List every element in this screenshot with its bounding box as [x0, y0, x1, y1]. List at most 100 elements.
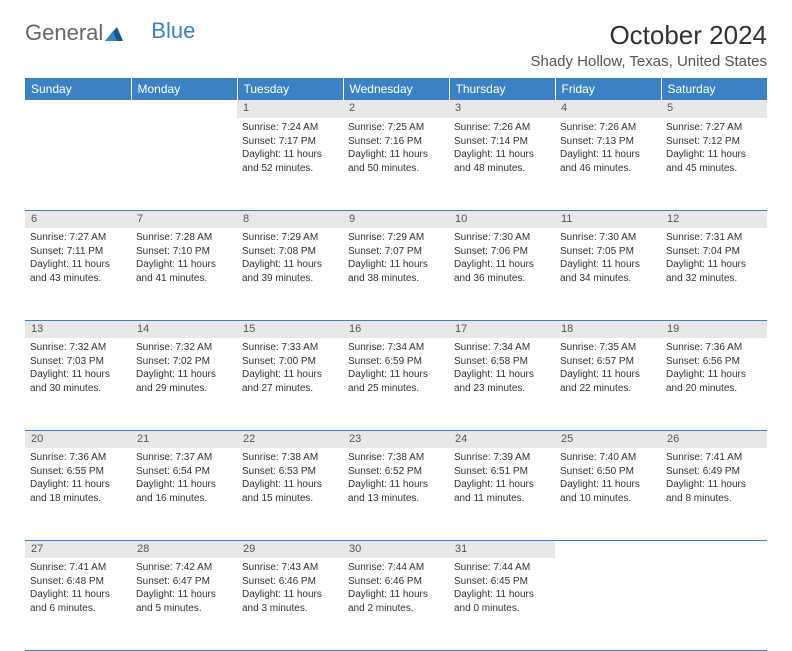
- day-sunrise: Sunrise: 7:25 AM: [348, 121, 444, 135]
- location: Shady Hollow, Texas, United States: [530, 53, 767, 70]
- day-cell: Sunrise: 7:38 AMSunset: 6:52 PMDaylight:…: [343, 448, 449, 540]
- daynum-row: 6789101112: [25, 210, 767, 228]
- day-sunset: Sunset: 7:10 PM: [136, 245, 232, 259]
- day-sunrise: Sunrise: 7:44 AM: [348, 561, 444, 575]
- day-daylight2: and 20 minutes.: [666, 382, 762, 396]
- day-sunrise: Sunrise: 7:30 AM: [560, 231, 656, 245]
- day-sunset: Sunset: 6:57 PM: [560, 355, 656, 369]
- daynum-row: 20212223242526: [25, 430, 767, 448]
- day-number: 28: [131, 540, 237, 558]
- day-cell: Sunrise: 7:41 AMSunset: 6:48 PMDaylight:…: [25, 558, 131, 650]
- day-sunrise: Sunrise: 7:39 AM: [454, 451, 550, 465]
- day-sunset: Sunset: 6:46 PM: [348, 575, 444, 589]
- day-number: 23: [343, 430, 449, 448]
- day-sunset: Sunset: 7:06 PM: [454, 245, 550, 259]
- day-daylight2: and 29 minutes.: [136, 382, 232, 396]
- day-cell: Sunrise: 7:34 AMSunset: 6:58 PMDaylight:…: [449, 338, 555, 430]
- day-daylight1: Daylight: 11 hours: [348, 258, 444, 272]
- logo-word1: General: [25, 20, 103, 46]
- day-cell: Sunrise: 7:30 AMSunset: 7:05 PMDaylight:…: [555, 228, 661, 320]
- day-cell: Sunrise: 7:35 AMSunset: 6:57 PMDaylight:…: [555, 338, 661, 430]
- day-number: 27: [25, 540, 131, 558]
- day-sunset: Sunset: 7:00 PM: [242, 355, 338, 369]
- day-sunrise: Sunrise: 7:29 AM: [242, 231, 338, 245]
- day-sunset: Sunset: 6:54 PM: [136, 465, 232, 479]
- day-cell: Sunrise: 7:38 AMSunset: 6:53 PMDaylight:…: [237, 448, 343, 540]
- day-cell: Sunrise: 7:37 AMSunset: 6:54 PMDaylight:…: [131, 448, 237, 540]
- day-daylight2: and 11 minutes.: [454, 492, 550, 506]
- day-sunrise: Sunrise: 7:41 AM: [666, 451, 762, 465]
- day-sunrise: Sunrise: 7:37 AM: [136, 451, 232, 465]
- day-daylight1: Daylight: 11 hours: [348, 368, 444, 382]
- logo-shape-icon: [105, 21, 123, 35]
- day-daylight2: and 25 minutes.: [348, 382, 444, 396]
- day-sunrise: Sunrise: 7:43 AM: [242, 561, 338, 575]
- day-daylight1: Daylight: 11 hours: [136, 258, 232, 272]
- day-sunset: Sunset: 6:52 PM: [348, 465, 444, 479]
- day-sunset: Sunset: 6:55 PM: [30, 465, 126, 479]
- day-sunrise: Sunrise: 7:26 AM: [560, 121, 656, 135]
- day-daylight2: and 30 minutes.: [30, 382, 126, 396]
- day-sunset: Sunset: 7:17 PM: [242, 135, 338, 149]
- day-number: 15: [237, 320, 343, 338]
- day-sunrise: Sunrise: 7:27 AM: [30, 231, 126, 245]
- day-header: Wednesday: [343, 78, 449, 100]
- day-sunrise: Sunrise: 7:32 AM: [136, 341, 232, 355]
- day-number: 18: [555, 320, 661, 338]
- day-daylight1: Daylight: 11 hours: [454, 148, 550, 162]
- day-daylight2: and 38 minutes.: [348, 272, 444, 286]
- content-row: Sunrise: 7:36 AMSunset: 6:55 PMDaylight:…: [25, 448, 767, 540]
- day-number: [661, 540, 767, 558]
- day-sunset: Sunset: 7:12 PM: [666, 135, 762, 149]
- day-sunset: Sunset: 6:59 PM: [348, 355, 444, 369]
- day-daylight1: Daylight: 11 hours: [454, 588, 550, 602]
- day-daylight1: Daylight: 11 hours: [560, 258, 656, 272]
- logo: General Blue: [25, 20, 195, 46]
- day-daylight2: and 27 minutes.: [242, 382, 338, 396]
- day-sunset: Sunset: 7:14 PM: [454, 135, 550, 149]
- day-daylight2: and 6 minutes.: [30, 602, 126, 616]
- day-cell: Sunrise: 7:43 AMSunset: 6:46 PMDaylight:…: [237, 558, 343, 650]
- day-sunrise: Sunrise: 7:34 AM: [454, 341, 550, 355]
- day-daylight1: Daylight: 11 hours: [242, 478, 338, 492]
- day-number: 10: [449, 210, 555, 228]
- logo-word2: Blue: [151, 18, 195, 44]
- content-row: Sunrise: 7:27 AMSunset: 7:11 PMDaylight:…: [25, 228, 767, 320]
- day-daylight2: and 32 minutes.: [666, 272, 762, 286]
- day-daylight1: Daylight: 11 hours: [30, 368, 126, 382]
- day-sunset: Sunset: 7:07 PM: [348, 245, 444, 259]
- day-cell: Sunrise: 7:44 AMSunset: 6:46 PMDaylight:…: [343, 558, 449, 650]
- day-sunrise: Sunrise: 7:26 AM: [454, 121, 550, 135]
- day-header: Tuesday: [237, 78, 343, 100]
- day-sunrise: Sunrise: 7:32 AM: [30, 341, 126, 355]
- day-header: Monday: [131, 78, 237, 100]
- day-sunrise: Sunrise: 7:31 AM: [666, 231, 762, 245]
- day-header: Friday: [555, 78, 661, 100]
- day-sunrise: Sunrise: 7:40 AM: [560, 451, 656, 465]
- day-sunrise: Sunrise: 7:33 AM: [242, 341, 338, 355]
- day-sunrise: Sunrise: 7:38 AM: [348, 451, 444, 465]
- day-number: 31: [449, 540, 555, 558]
- day-daylight2: and 10 minutes.: [560, 492, 656, 506]
- content-row: Sunrise: 7:32 AMSunset: 7:03 PMDaylight:…: [25, 338, 767, 430]
- day-cell: Sunrise: 7:29 AMSunset: 7:07 PMDaylight:…: [343, 228, 449, 320]
- day-daylight1: Daylight: 11 hours: [666, 368, 762, 382]
- day-number: 4: [555, 100, 661, 118]
- daynum-row: 12345: [25, 100, 767, 118]
- day-daylight2: and 5 minutes.: [136, 602, 232, 616]
- day-daylight2: and 36 minutes.: [454, 272, 550, 286]
- day-header: Thursday: [449, 78, 555, 100]
- day-daylight1: Daylight: 11 hours: [136, 478, 232, 492]
- day-daylight2: and 23 minutes.: [454, 382, 550, 396]
- day-daylight2: and 39 minutes.: [242, 272, 338, 286]
- day-number: 6: [25, 210, 131, 228]
- day-sunset: Sunset: 6:48 PM: [30, 575, 126, 589]
- header: General Blue October 2024 Shady Hollow, …: [25, 20, 767, 70]
- day-sunrise: Sunrise: 7:35 AM: [560, 341, 656, 355]
- day-daylight2: and 34 minutes.: [560, 272, 656, 286]
- day-cell: [661, 558, 767, 650]
- day-daylight1: Daylight: 11 hours: [666, 478, 762, 492]
- day-sunrise: Sunrise: 7:41 AM: [30, 561, 126, 575]
- day-sunrise: Sunrise: 7:34 AM: [348, 341, 444, 355]
- day-sunrise: Sunrise: 7:44 AM: [454, 561, 550, 575]
